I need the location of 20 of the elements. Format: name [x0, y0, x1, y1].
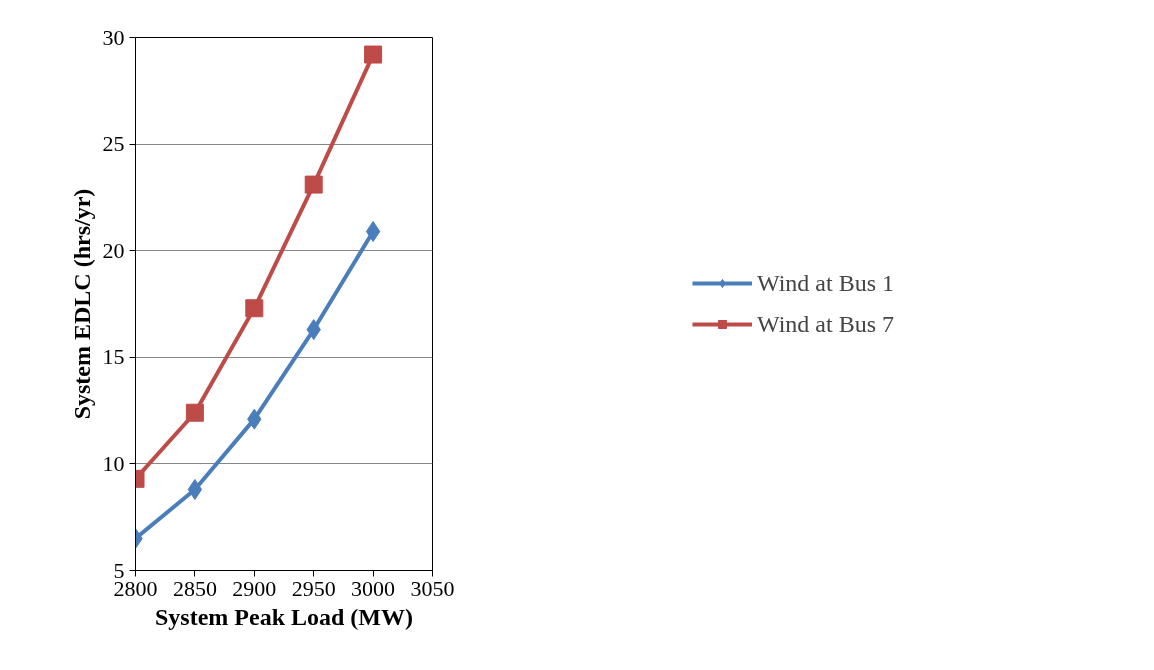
x-tick-label: 3050	[410, 575, 455, 601]
y-tick-label: 25	[102, 131, 125, 157]
y-tick-label: 15	[102, 344, 125, 370]
x-tick-label: 2900	[232, 575, 277, 601]
x-tick-label: 2850	[172, 575, 217, 601]
point	[245, 299, 264, 318]
point	[185, 403, 204, 422]
y-tick-label: 30	[102, 24, 125, 50]
x-tick-label: 2950	[291, 575, 336, 601]
point	[365, 221, 381, 243]
y-axis-title: System EDLC (hrs/yr)	[68, 188, 95, 420]
legend-label: Wind at Bus 7	[756, 310, 895, 338]
y-tick-label: 10	[102, 450, 125, 476]
point	[187, 478, 203, 500]
point	[364, 45, 383, 64]
y-tick-label: 20	[102, 237, 125, 263]
legend-label: Wind at Bus 1	[756, 269, 895, 297]
x-axis-title: System Peak Load (MW)	[155, 603, 413, 630]
x-tick-label: 3000	[351, 575, 396, 601]
point	[304, 175, 323, 194]
